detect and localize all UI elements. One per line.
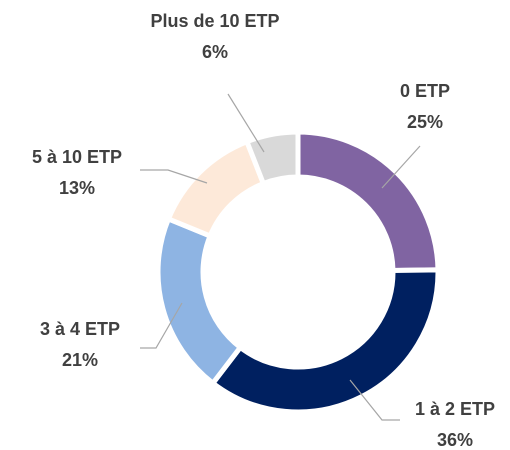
- donut-slice: [155, 215, 244, 387]
- value-label: 25%: [407, 112, 443, 132]
- category-label: 1 à 2 ETP: [415, 399, 495, 419]
- leader-line: [349, 379, 400, 421]
- donut-slice: [295, 129, 441, 274]
- value-label: 36%: [437, 430, 473, 450]
- leader-line: [381, 145, 421, 189]
- value-label: 21%: [62, 350, 98, 370]
- category-label: 5 à 10 ETP: [32, 147, 122, 167]
- value-label: 6%: [202, 42, 228, 62]
- category-label: Plus de 10 ETP: [150, 11, 279, 31]
- leader-line: [140, 302, 183, 349]
- donut-slice: [165, 138, 267, 240]
- leader-line: [227, 93, 265, 153]
- category-label: 0 ETP: [400, 81, 450, 101]
- category-label: 3 à 4 ETP: [40, 319, 120, 339]
- donut-slice: [209, 267, 441, 415]
- value-label: 13%: [59, 178, 95, 198]
- leader-line: [140, 169, 208, 184]
